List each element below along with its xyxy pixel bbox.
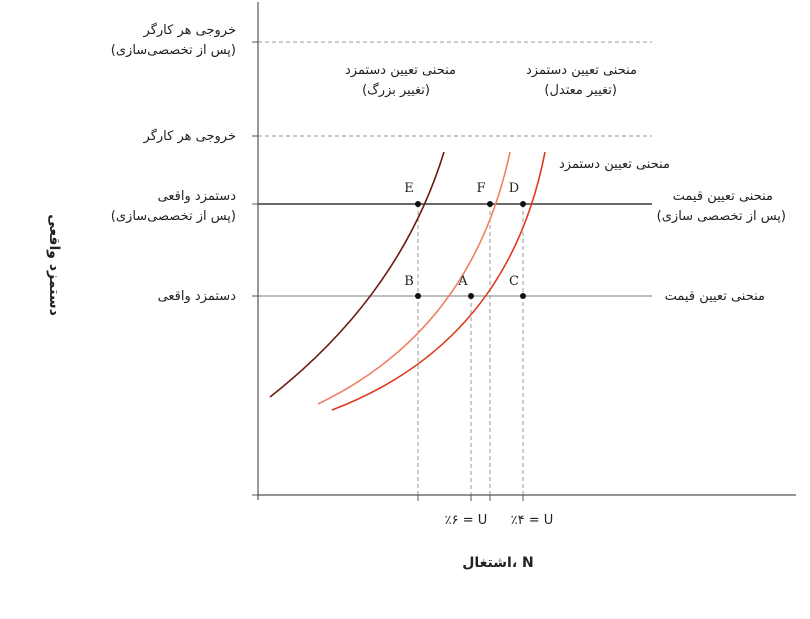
point-a: [468, 293, 474, 299]
wage-setting-curve-moderate-shift: [317, 151, 511, 405]
point-f: [487, 201, 493, 207]
label-ps: منحنی تعیین قیمت: [665, 289, 765, 304]
label-ws-moderate-line1: منحنی تعیین دستمزد: [526, 63, 637, 78]
point-e: [415, 201, 421, 207]
point-label-e: E: [404, 181, 414, 196]
point-c: [520, 293, 526, 299]
point-d: [520, 201, 526, 207]
point-label-d: D: [509, 181, 519, 196]
x-tick-label-u6: ٪۶ = U: [445, 513, 488, 528]
point-label-b: B: [404, 274, 414, 289]
y-axis-title: دستمزد واقعی: [46, 214, 62, 316]
wage-setting-curve-original: [331, 151, 546, 411]
label-ws-moderate-line2: (تغییر معتدل): [544, 83, 617, 98]
label-productivity-post-line1: خروجی هر کارگر: [143, 22, 236, 38]
wage-setting-curve-big-shift: [269, 151, 445, 398]
x-tick-label-u4: ٪۴ = U: [511, 513, 554, 528]
point-label-f: F: [476, 181, 485, 196]
point-label-c: C: [509, 274, 519, 289]
label-ws-original: منحنی تعیین دستمزد: [559, 157, 670, 172]
label-ws-big-line1: منحنی تعیین دستمزد: [345, 63, 456, 78]
label-ws-big-line2: (تغییر بزرگ): [362, 81, 430, 98]
label-ps-post-line2: (پس از تخصصی سازی): [657, 209, 786, 224]
x-axis-title: اشتغال، N: [462, 555, 534, 571]
point-b: [415, 293, 421, 299]
label-real-wage-post-line2: (پس از تخصصی‌سازی): [111, 209, 236, 224]
label-ps-post-line1: منحنی تعیین قیمت: [673, 189, 773, 204]
label-real-wage-post-line1: دستمزد واقعی: [158, 189, 237, 204]
point-label-a: A: [457, 274, 468, 289]
label-productivity-post-line2: (پس از تخصصی‌سازی): [111, 43, 236, 58]
label-productivity: خروجی هر کارگر: [143, 128, 236, 144]
label-real-wage: دستمزد واقعی: [158, 289, 237, 304]
